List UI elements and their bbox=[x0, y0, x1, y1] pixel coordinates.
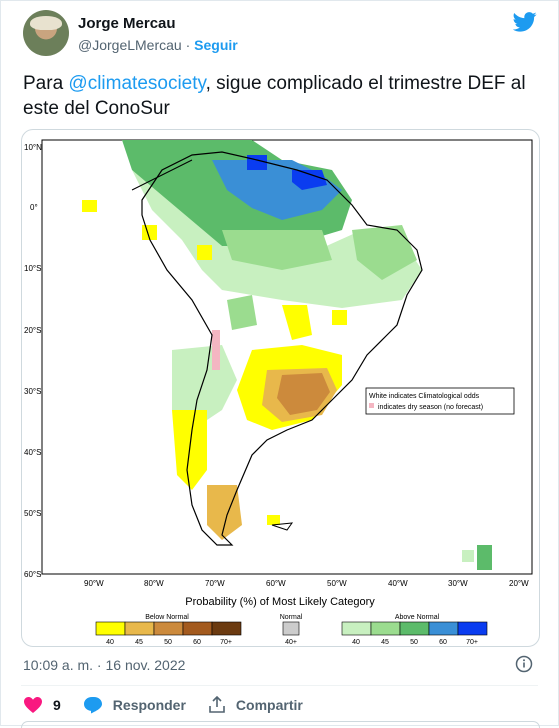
normal-label: Normal bbox=[280, 614, 303, 621]
info-icon[interactable] bbox=[515, 655, 533, 673]
lon-label: 20°W bbox=[509, 579, 529, 588]
colorbar-swatch bbox=[341, 621, 372, 636]
falklands-outline bbox=[271, 522, 294, 531]
legend-line-1: White indicates Climatological odds bbox=[369, 393, 480, 400]
divider bbox=[21, 685, 538, 686]
avatar[interactable] bbox=[23, 10, 69, 56]
above-normal-label: Above Normal bbox=[395, 614, 440, 621]
twitter-bird-icon[interactable] bbox=[513, 12, 537, 32]
dry-season-patch bbox=[212, 330, 220, 370]
share-label: Compartir bbox=[235, 697, 303, 713]
above-tick: 40 bbox=[352, 639, 360, 646]
lat-label: 60°S bbox=[24, 570, 41, 579]
below-normal-label: Below Normal bbox=[145, 614, 189, 621]
central-america-outline bbox=[131, 159, 193, 191]
lat-label: 40°S bbox=[24, 448, 41, 457]
lon-label: 30°W bbox=[448, 579, 468, 588]
timestamp[interactable]: 10:09 a. m. · 16 nov. 2022 bbox=[23, 657, 186, 673]
below-tick: 40 bbox=[106, 639, 114, 646]
above-tick: 70+ bbox=[466, 639, 478, 646]
colorbar-title: Probability (%) of Most Likely Category bbox=[185, 596, 375, 608]
user-handle-row: @JorgeLMercau · Seguir bbox=[78, 37, 238, 53]
above-tick: 45 bbox=[381, 639, 389, 646]
below-normal-patches bbox=[82, 200, 347, 540]
reply-label: Responder bbox=[112, 697, 186, 713]
lon-label: 90°W bbox=[84, 579, 104, 588]
colorbar-swatch bbox=[124, 621, 155, 636]
lon-label: 70°W bbox=[205, 579, 225, 588]
tweet-media-image[interactable]: 10°N 0° 10°S 20°S 30°S 40°S 50°S 60°S 90… bbox=[21, 129, 540, 647]
lat-label: 50°S bbox=[24, 509, 41, 518]
colorbar-swatch bbox=[457, 621, 488, 636]
legend-line-2: indicates dry season (no forecast) bbox=[378, 404, 483, 411]
colorbar-swatch bbox=[211, 621, 242, 636]
south-america-outline bbox=[141, 151, 423, 546]
below-tick: 45 bbox=[135, 639, 143, 646]
below-tick: 60 bbox=[193, 639, 201, 646]
colorbar-swatch bbox=[153, 621, 184, 636]
forecast-map: 10°N 0° 10°S 20°S 30°S 40°S 50°S 60°S 90… bbox=[24, 139, 533, 646]
tweet-text-suffix: , sigue complicado el trimestre DEF al e… bbox=[23, 73, 526, 119]
lat-label: 0° bbox=[30, 203, 38, 212]
above-normal-patches bbox=[122, 140, 492, 570]
follow-button[interactable]: Seguir bbox=[194, 37, 238, 53]
below-tick: 70+ bbox=[220, 639, 232, 646]
like-button[interactable]: 9 bbox=[23, 696, 61, 714]
mention-link[interactable]: @climatesociety bbox=[68, 73, 206, 94]
below-tick: 50 bbox=[164, 639, 172, 646]
lon-label: 40°W bbox=[388, 579, 408, 588]
lat-label: 20°S bbox=[24, 326, 41, 335]
user-name[interactable]: Jorge Mercau bbox=[78, 15, 176, 32]
heart-icon bbox=[24, 697, 42, 713]
below-normal-colorbar bbox=[95, 621, 242, 636]
map-legend-box: White indicates Climatological odds indi… bbox=[365, 387, 515, 415]
like-count: 9 bbox=[53, 697, 61, 713]
lon-label: 50°W bbox=[327, 579, 347, 588]
lon-label: 60°W bbox=[266, 579, 286, 588]
next-card-edge bbox=[21, 721, 540, 728]
user-handle[interactable]: @JorgeLMercau bbox=[78, 37, 182, 53]
above-normal-colorbar bbox=[341, 621, 488, 636]
lon-label: 80°W bbox=[144, 579, 164, 588]
reply-bubble-icon bbox=[83, 697, 102, 714]
share-icon bbox=[209, 696, 225, 713]
colorbar-swatch bbox=[428, 621, 459, 636]
colorbar-swatch bbox=[95, 621, 126, 636]
colorbar-swatch bbox=[370, 621, 401, 636]
action-bar: 9 Responder Compartir bbox=[23, 694, 325, 716]
lat-label: 30°S bbox=[24, 387, 41, 396]
normal-swatch bbox=[282, 621, 300, 636]
lat-label: 10°S bbox=[24, 264, 41, 273]
above-tick: 50 bbox=[410, 639, 418, 646]
separator: · bbox=[181, 37, 195, 53]
reply-button[interactable]: Responder bbox=[83, 696, 186, 714]
tweet-text: Para @climatesociety, sigue complicado e… bbox=[23, 71, 543, 121]
above-tick: 60 bbox=[439, 639, 447, 646]
tweet-text-prefix: Para bbox=[23, 73, 69, 94]
share-button[interactable]: Compartir bbox=[208, 696, 303, 714]
normal-tick: 40+ bbox=[285, 639, 297, 646]
colorbar-swatch bbox=[399, 621, 430, 636]
colorbar-swatch bbox=[182, 621, 213, 636]
lat-label: 10°N bbox=[24, 143, 42, 152]
